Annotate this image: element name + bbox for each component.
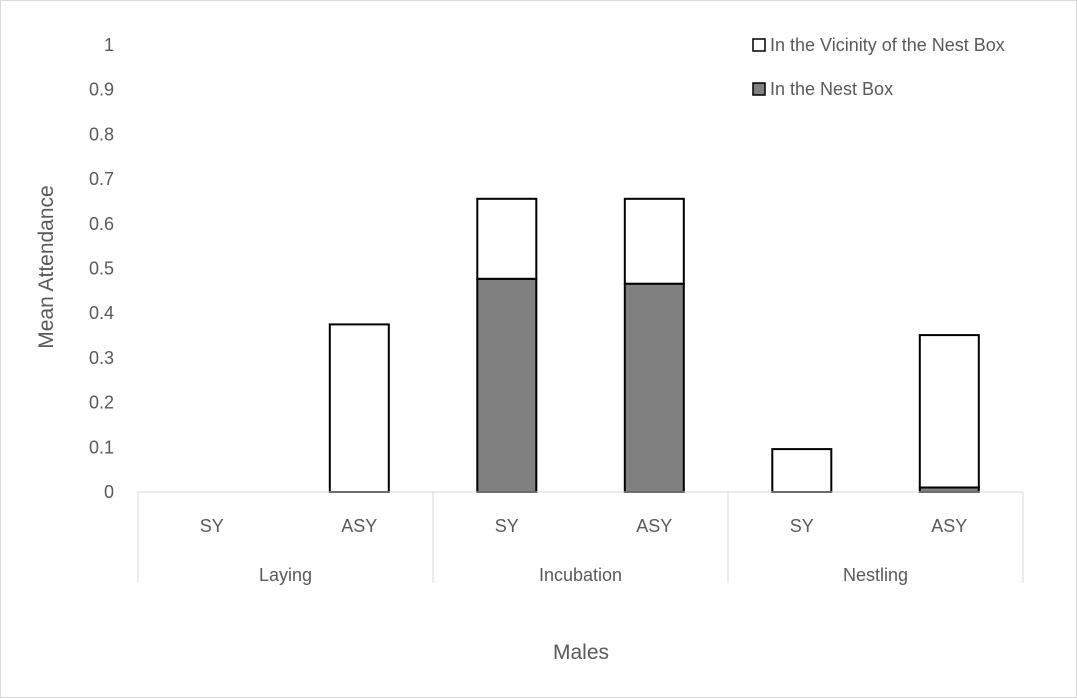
category-label: ASY	[636, 516, 672, 536]
group-label: Nestling	[843, 565, 908, 585]
x-axis-title: Males	[553, 641, 609, 664]
category-label: ASY	[341, 516, 377, 536]
bar-nest-box	[476, 277, 538, 493]
bar-vicinity	[918, 334, 980, 489]
category-label: SY	[790, 516, 814, 536]
group-label: Incubation	[539, 565, 622, 585]
bar-vicinity	[328, 323, 390, 493]
y-tick-label: 0.5	[89, 259, 114, 279]
bar-vicinity	[476, 197, 538, 280]
bar-nest-box	[623, 282, 685, 494]
category-label: SY	[495, 516, 519, 536]
legend-swatch	[752, 82, 766, 96]
y-tick-label: 0.6	[89, 214, 114, 234]
y-tick-label: 0.7	[89, 169, 114, 189]
y-axis-title: Mean Attendance	[35, 185, 58, 348]
y-tick-label: 0.8	[89, 124, 114, 144]
y-tick-label: 0.9	[89, 80, 114, 100]
legend-label: In the Nest Box	[770, 79, 893, 99]
category-label: SY	[200, 516, 224, 536]
y-tick-label: 1	[104, 35, 114, 55]
bars	[328, 197, 980, 494]
bar-vicinity	[771, 448, 833, 494]
group-label: Laying	[259, 565, 312, 585]
y-tick-label: 0.4	[89, 303, 114, 323]
category-label: ASY	[931, 516, 967, 536]
x-axis: SY ASY SY ASY SY ASY Laying Incubation Nestling	[137, 491, 1024, 585]
y-tick-label: 0.3	[89, 348, 114, 368]
y-tick-label: 0	[104, 482, 114, 502]
y-tick-label: 0.2	[89, 393, 114, 413]
legend-swatch	[752, 38, 766, 52]
y-tick-labels: 0 0.1 0.2 0.3 0.4 0.5 0.6 0.7 0.8 0.9 1	[89, 35, 114, 502]
bar-vicinity	[623, 197, 685, 285]
legend-label: In the Vicinity of the Nest Box	[770, 35, 1005, 55]
y-tick-label: 0.1	[89, 437, 114, 457]
legend: In the Vicinity of the Nest Box In the Ne…	[752, 35, 1005, 99]
